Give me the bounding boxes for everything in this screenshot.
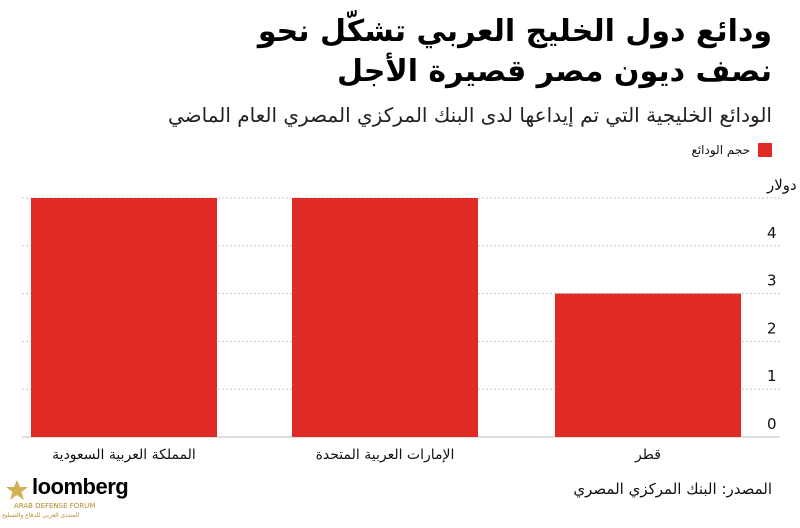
chart-subtitle: الودائع الخليجية التي تم إيداعها لدى الب… [167,103,772,127]
title-line-1: ودائع دول الخليج العربي تشكّل نحو [257,14,772,49]
source-note: المصدر: البنك المركزي المصري [573,480,772,498]
x-tick-label-0: المملكة العربية السعودية [52,447,196,463]
bloomberg-logo: loomberg [32,474,129,499]
watermark-text: ARAB DEFENSE FORUM [14,502,96,510]
legend: حجم الودائع [691,143,772,157]
chart-title: ودائع دول الخليج العربي تشكّل نحو نصف دي… [72,12,772,92]
y-tick-label-4: 4 [767,224,777,242]
bar-2 [555,293,741,437]
bar-0 [31,198,217,437]
y-tick-label-5: 5 مليارات دولار [766,176,800,194]
legend-label: حجم الودائع [691,143,750,157]
watermark-text-arabic: المنتدى العربي للدفاع والتسليح [2,512,79,519]
title-line-2: نصف ديون مصر قصيرة الأجل [336,54,772,89]
bar-1 [292,198,478,437]
forum-emblem-icon [6,480,28,500]
y-tick-label-3: 3 [767,272,777,290]
y-tick-label-2: 2 [767,319,777,337]
y-tick-label-0: 0 [767,415,777,433]
x-tick-label-1: الإمارات العربية المتحدة [316,447,455,463]
y-tick-label-1: 1 [767,367,777,385]
legend-swatch [758,143,772,157]
x-tick-label-2: قطر [634,447,661,463]
